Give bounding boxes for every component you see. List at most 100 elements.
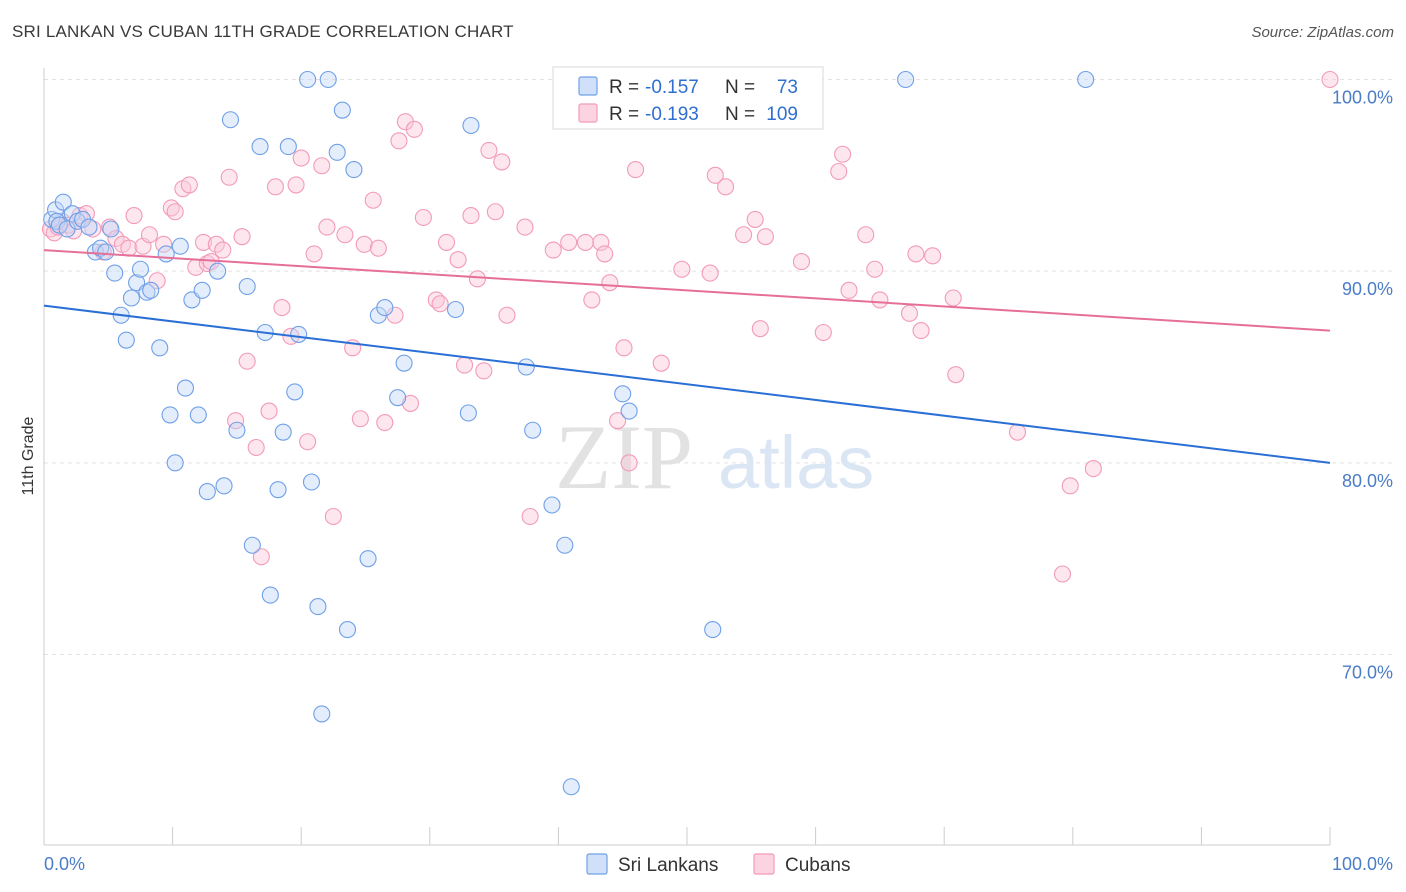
data-point bbox=[1008, 423, 1027, 441]
data-point bbox=[261, 586, 279, 604]
data-point bbox=[142, 281, 160, 299]
data-point bbox=[871, 291, 889, 309]
data-point bbox=[376, 299, 394, 317]
data-point bbox=[498, 306, 516, 324]
data-point bbox=[209, 262, 227, 280]
watermark: ZIP atlas bbox=[555, 406, 874, 508]
data-point bbox=[673, 260, 691, 278]
data-point bbox=[333, 101, 351, 119]
legend-n-value-1: 73 bbox=[777, 77, 798, 98]
data-point bbox=[756, 228, 774, 246]
data-point bbox=[1084, 460, 1102, 478]
data-point bbox=[627, 161, 645, 179]
data-point bbox=[131, 260, 149, 278]
data-point bbox=[345, 161, 363, 179]
data-point bbox=[376, 414, 394, 432]
data-point bbox=[238, 352, 256, 370]
data-point bbox=[459, 404, 477, 422]
data-point bbox=[286, 383, 304, 401]
watermark-atlas: atlas bbox=[718, 421, 874, 504]
y-tick-label: 80.0% bbox=[1342, 471, 1393, 491]
data-point bbox=[462, 207, 480, 225]
legend-r-value-1: -0.157 bbox=[645, 77, 699, 98]
data-point bbox=[830, 162, 848, 181]
legend-swatch-cubans bbox=[578, 103, 598, 123]
data-point bbox=[897, 70, 915, 89]
data-point bbox=[180, 176, 198, 194]
data-point bbox=[266, 178, 285, 196]
data-point bbox=[313, 705, 331, 723]
data-point bbox=[274, 423, 292, 441]
data-point bbox=[166, 203, 184, 221]
data-point bbox=[543, 496, 561, 514]
data-point bbox=[228, 421, 246, 439]
data-point bbox=[706, 166, 724, 184]
axes bbox=[43, 68, 1331, 846]
data-point bbox=[475, 362, 493, 380]
data-point bbox=[97, 243, 115, 261]
data-point bbox=[221, 111, 240, 129]
data-point bbox=[390, 132, 408, 150]
data-point bbox=[336, 226, 354, 244]
data-point bbox=[596, 245, 614, 263]
data-point bbox=[521, 507, 539, 526]
bottom-legend-swatch-sri-lankans bbox=[586, 853, 608, 875]
data-point bbox=[328, 143, 346, 161]
data-point bbox=[792, 253, 811, 271]
data-point bbox=[214, 241, 232, 259]
legend-r-label-2: R = bbox=[609, 104, 639, 125]
y-tick-labels: 70.0% 80.0% 90.0% 100.0% bbox=[1332, 88, 1393, 683]
data-point bbox=[302, 473, 321, 491]
data-point bbox=[251, 138, 269, 156]
data-point bbox=[171, 237, 189, 255]
trend-lines bbox=[43, 249, 1331, 464]
data-point bbox=[751, 320, 769, 338]
data-point bbox=[583, 291, 601, 309]
data-point bbox=[117, 331, 135, 349]
y-axis-title: 11th Grade bbox=[20, 416, 37, 495]
chart-title: SRI LANKAN VS CUBAN 11TH GRADE CORRELATI… bbox=[12, 22, 514, 41]
data-point bbox=[944, 289, 962, 307]
data-point bbox=[215, 477, 233, 495]
data-point bbox=[560, 233, 578, 251]
data-point bbox=[273, 299, 291, 317]
data-point bbox=[857, 226, 875, 244]
bottom-legend-swatch-cubans bbox=[753, 853, 775, 875]
x-tick-label-max: 100.0% bbox=[1332, 854, 1393, 874]
data-point bbox=[157, 245, 175, 263]
data-point bbox=[620, 454, 638, 472]
data-point bbox=[947, 366, 965, 384]
data-point bbox=[243, 536, 261, 554]
data-point bbox=[338, 621, 357, 639]
data-point bbox=[122, 289, 140, 307]
y-tick-label: 100.0% bbox=[1332, 88, 1393, 108]
data-point bbox=[151, 339, 169, 357]
legend-r-value-2: -0.193 bbox=[645, 104, 699, 125]
x-tick-label-min: 0.0% bbox=[44, 854, 85, 874]
data-point bbox=[1053, 565, 1072, 583]
data-point bbox=[900, 304, 919, 322]
y-tick-label: 70.0% bbox=[1342, 663, 1393, 683]
data-point bbox=[614, 385, 632, 403]
data-point bbox=[299, 70, 317, 89]
data-point bbox=[704, 621, 722, 639]
data-point bbox=[1321, 70, 1339, 89]
data-point bbox=[414, 208, 432, 227]
data-point bbox=[615, 339, 633, 357]
data-point bbox=[556, 536, 574, 554]
data-point bbox=[601, 274, 619, 292]
data-point bbox=[395, 354, 413, 372]
data-point bbox=[260, 402, 278, 420]
data-point bbox=[1077, 70, 1095, 89]
data-point bbox=[233, 228, 251, 246]
data-point bbox=[359, 550, 377, 568]
series-legend: Sri Lankans Cubans bbox=[586, 853, 851, 876]
data-point bbox=[609, 412, 627, 430]
data-point bbox=[292, 149, 310, 167]
data-point bbox=[351, 410, 369, 428]
bottom-legend-label-sri-lankans: Sri Lankans bbox=[618, 855, 718, 876]
legend-box bbox=[552, 66, 824, 130]
data-point bbox=[907, 245, 925, 263]
data-point bbox=[431, 295, 449, 313]
data-point bbox=[290, 325, 308, 343]
